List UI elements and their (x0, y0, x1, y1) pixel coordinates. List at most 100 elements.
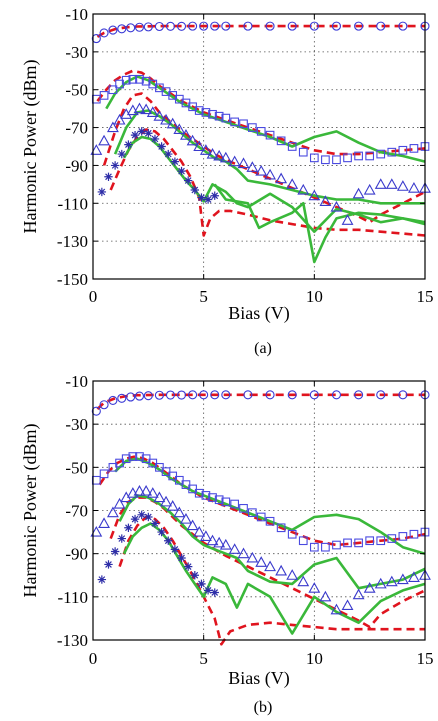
star-marker (124, 523, 133, 532)
triangle-marker (275, 172, 288, 184)
square-marker (121, 75, 131, 85)
y-tick-label: -30 (65, 415, 88, 434)
triangle-marker (330, 200, 343, 212)
circle-marker (134, 391, 145, 401)
triangle-marker (228, 543, 241, 554)
triangle-marker (396, 573, 409, 585)
star-marker (130, 130, 140, 140)
star-marker (97, 187, 107, 197)
square-marker (201, 108, 211, 117)
y-tick-label: -10 (65, 5, 88, 24)
star-marker (117, 534, 126, 543)
triangle-marker (374, 178, 387, 189)
circle-marker (287, 21, 297, 31)
triangle-marker (352, 588, 365, 600)
square-marker (309, 542, 319, 552)
square-marker (99, 469, 109, 479)
series-solid-line-11 (213, 183, 426, 264)
caption-b: (b) (254, 699, 273, 716)
series-dashed-line-7 (109, 128, 426, 237)
x-tick-label: 5 (199, 287, 208, 306)
triangle-marker (173, 123, 186, 135)
star-marker (150, 519, 160, 528)
triangle-marker (206, 147, 219, 159)
square-marker (214, 111, 224, 121)
plot-area (93, 14, 425, 279)
square-marker (354, 151, 363, 161)
circle-marker (210, 21, 220, 31)
circle-marker (210, 390, 220, 400)
y-tick-label: -50 (65, 81, 88, 100)
series-triangle-markers (90, 102, 431, 225)
circle-marker (165, 390, 176, 400)
caption-a: (a) (254, 340, 272, 357)
triangle-marker (113, 497, 126, 509)
triangle-marker (146, 106, 159, 117)
y-tick-label: -30 (65, 43, 88, 62)
square-marker (135, 452, 144, 461)
square-marker (128, 74, 138, 84)
triangle-marker (275, 564, 288, 576)
square-marker (239, 503, 248, 513)
star-marker (197, 193, 206, 202)
star-marker (130, 514, 140, 524)
triangle-marker (319, 590, 332, 602)
star-marker (183, 562, 193, 571)
star-marker (190, 571, 200, 580)
square-marker (128, 452, 138, 461)
triangle-marker (352, 187, 365, 199)
square-marker (376, 149, 386, 159)
square-marker (121, 454, 131, 464)
star-marker (117, 149, 126, 159)
triangle-marker (374, 577, 387, 589)
square-marker (221, 113, 231, 123)
star-marker (210, 191, 219, 200)
square-marker (230, 499, 240, 509)
series-dashed-line-4 (96, 24, 425, 38)
triangle-marker (219, 538, 232, 550)
circle-marker (188, 21, 198, 31)
square-marker (309, 153, 319, 163)
triangle-marker (173, 506, 186, 518)
triangle-marker (180, 513, 192, 524)
y-tick-label: -130 (57, 232, 88, 251)
square-marker (298, 536, 308, 546)
circle-marker (117, 393, 127, 403)
square-marker (365, 151, 375, 161)
series-triangle-markers (90, 484, 431, 615)
circle-marker (99, 28, 109, 38)
x-tick-label: 15 (417, 649, 434, 668)
triangle-marker (341, 214, 354, 225)
circle-marker (176, 21, 187, 31)
triangle-marker (213, 149, 226, 161)
circle-marker (221, 390, 231, 400)
star-marker (210, 588, 219, 597)
circle-marker (91, 34, 101, 44)
x-axis-label: Bias (V) (228, 668, 290, 689)
triangle-marker (396, 180, 409, 191)
square-marker (321, 155, 330, 165)
circle-marker (99, 400, 109, 410)
circle-marker (331, 390, 342, 400)
circle-marker (176, 390, 187, 400)
triangle-marker (193, 525, 206, 537)
star-marker (203, 586, 213, 595)
star-marker (164, 536, 173, 545)
star-marker (97, 575, 107, 584)
square-marker (256, 512, 266, 522)
triangle-marker (98, 134, 111, 146)
circle-marker (331, 21, 342, 31)
circle-marker (188, 390, 198, 400)
triangle-marker (186, 519, 199, 531)
star-marker (104, 560, 113, 569)
circle-marker (376, 21, 386, 31)
triangle-marker (407, 571, 420, 582)
circle-marker (243, 390, 253, 400)
triangle-marker (297, 575, 310, 587)
x-tick-label: 15 (417, 287, 434, 306)
square-marker (376, 536, 386, 546)
square-marker (409, 144, 419, 153)
star-marker (137, 510, 146, 520)
triangle-marker (246, 551, 259, 563)
series-dashed-line-6 (102, 92, 426, 224)
